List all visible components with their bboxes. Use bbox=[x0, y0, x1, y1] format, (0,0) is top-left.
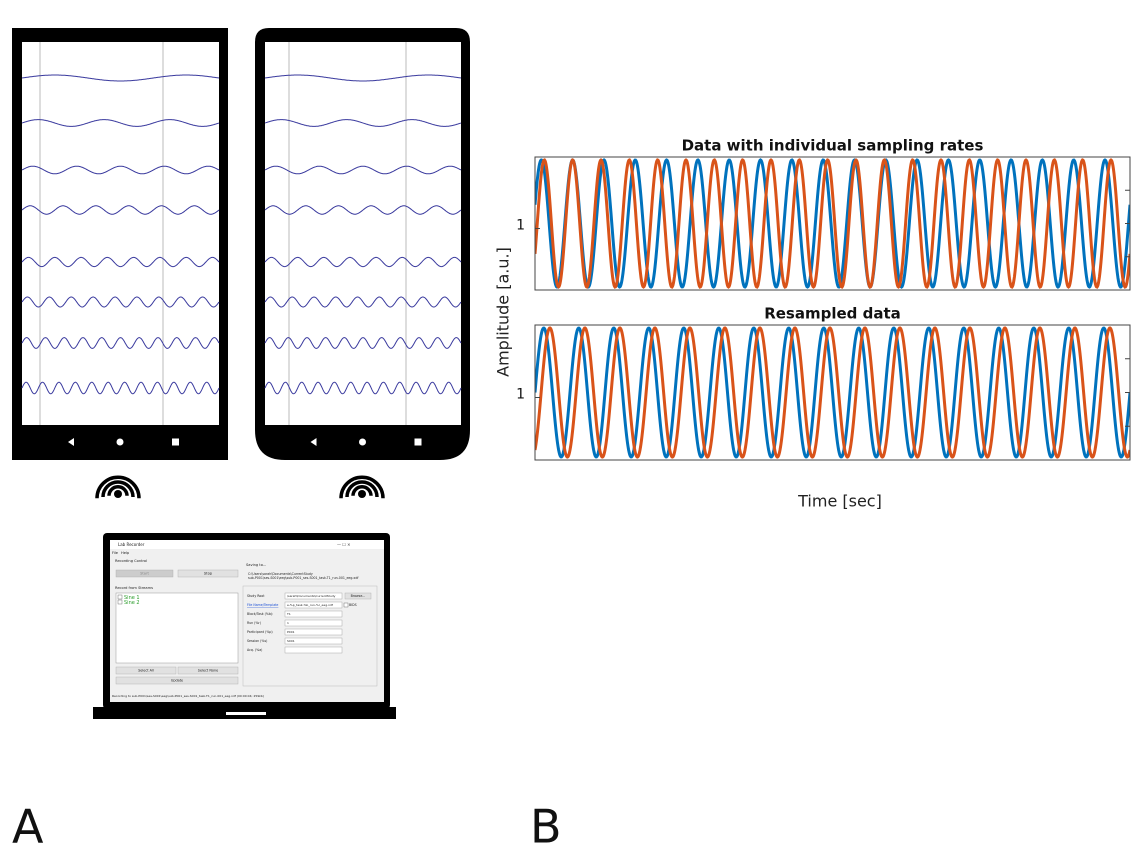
field-input bbox=[285, 647, 342, 653]
ui-text: Record from Streams bbox=[115, 586, 153, 590]
laptop-notch bbox=[226, 712, 266, 715]
ui-text: Start bbox=[140, 572, 149, 576]
phone-screen bbox=[22, 42, 219, 425]
ui-text: Saving to... bbox=[246, 563, 266, 567]
stream-checkbox bbox=[118, 600, 122, 604]
panel-label: A bbox=[12, 800, 44, 854]
ui-text: Stop bbox=[204, 572, 213, 576]
panel-title: Data with individual sampling rates bbox=[682, 137, 984, 155]
ui-text: Study Root bbox=[247, 594, 265, 598]
field-input bbox=[285, 611, 342, 617]
bids-checkbox bbox=[344, 603, 348, 607]
ui-text: Select None bbox=[198, 669, 218, 673]
ui-text: Participant (%p) bbox=[247, 630, 273, 634]
ui-text: \sarah\Documents\CurrentStudy bbox=[287, 594, 336, 598]
nav-home bbox=[359, 439, 366, 446]
stream-checkbox bbox=[118, 595, 122, 599]
ui-text: Run (%r) bbox=[247, 621, 261, 625]
ui-text: T1 bbox=[286, 612, 291, 616]
ui-text: BIDS bbox=[349, 603, 357, 607]
ui-text: Recording Control bbox=[115, 559, 147, 563]
figure: Lab Recorder — ☐ ✕ FileHelp Recording Contr… bbox=[0, 0, 1144, 855]
ui-text: Sine 2 bbox=[124, 600, 140, 606]
ui-text: 1 bbox=[287, 621, 289, 625]
ui-text: File bbox=[112, 551, 119, 555]
nav-home bbox=[117, 439, 124, 446]
y-axis-label: Amplitude [a.u.] bbox=[494, 247, 513, 377]
page: {"panel_labels": ["A", "B"], "laptop": {… bbox=[0, 0, 1144, 855]
ui-text: S001 bbox=[287, 639, 295, 643]
x-axis-label: Time [sec] bbox=[797, 492, 882, 511]
nav-recent bbox=[172, 439, 179, 446]
ui-text: Help bbox=[121, 551, 130, 555]
phone-screen bbox=[265, 42, 461, 425]
ui-text: sub-P001\ses-S001\eeg\sub-P001_ses-S001_… bbox=[248, 576, 359, 580]
ui-text: Select All bbox=[138, 669, 154, 673]
nav-recent bbox=[415, 439, 422, 446]
ui-text: Recording to sub-P001\ses-S001\eeg\sub-P… bbox=[112, 694, 264, 698]
y-tick-label: 1 bbox=[516, 387, 525, 403]
ui-text: File Name/Template bbox=[247, 603, 278, 607]
panel-title: Resampled data bbox=[764, 305, 901, 323]
window-controls: — ☐ ✕ bbox=[337, 542, 350, 547]
field-input bbox=[285, 620, 342, 626]
ui-text: Session (%s) bbox=[247, 639, 267, 643]
wifi-dot bbox=[114, 490, 122, 498]
wifi-dot bbox=[358, 490, 366, 498]
ui-text: Block/Task (%b): bbox=[247, 612, 273, 616]
ui-text: Lab Recorder bbox=[118, 542, 145, 547]
ui-text: P001 bbox=[287, 630, 295, 634]
ui-text: e-%p_task-%b_run-%r_eeg.xdf bbox=[287, 603, 334, 607]
ui-text: Acq. (%a) bbox=[247, 648, 262, 652]
y-tick-label: 1 bbox=[516, 218, 525, 234]
panel-label: B bbox=[530, 800, 562, 854]
ui-text: Update bbox=[171, 679, 183, 683]
ui-text: Browse... bbox=[351, 594, 366, 598]
